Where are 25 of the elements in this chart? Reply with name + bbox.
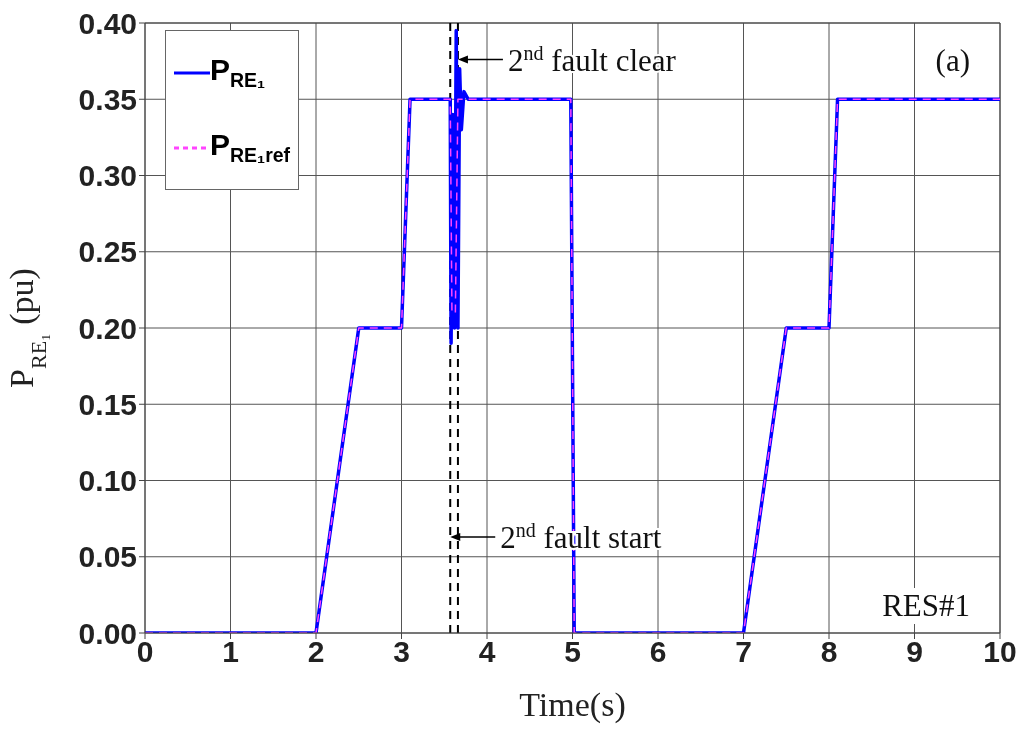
x-tick-label: 2 <box>307 635 325 669</box>
x-tick-label: 3 <box>393 635 410 669</box>
y-tick-label: 0.35 <box>78 82 137 116</box>
x-tick-label: 4 <box>478 635 496 669</box>
y-tick-label: 0.00 <box>78 616 137 650</box>
x-tick-label: 0 <box>136 635 154 669</box>
x-tick-label: 7 <box>735 635 752 669</box>
annotation: (a) <box>932 43 973 79</box>
annotation: RES#1 <box>879 588 973 624</box>
y-tick-label: 0.15 <box>78 387 137 421</box>
y-tick-label: 0.40 <box>78 6 137 40</box>
y-tick-label: 0.20 <box>78 311 137 345</box>
y-tick-label: 0.25 <box>78 235 137 269</box>
x-tick-label: 1 <box>222 635 239 669</box>
x-axis-title: Time(s) <box>519 686 626 724</box>
legend-label: P$_{RE₁ref}$ <box>210 128 291 167</box>
x-tick-label: 10 <box>983 635 1017 669</box>
legend-label: P$_{RE₁}$ <box>210 53 266 92</box>
x-tick-label: 6 <box>649 635 667 669</box>
x-tick-label: 9 <box>906 635 923 669</box>
y-tick-label: 0.30 <box>78 159 137 193</box>
x-tick-label: 5 <box>564 635 581 669</box>
y-tick-label: 0.05 <box>78 540 137 574</box>
x-tick-label: 8 <box>820 635 838 669</box>
y-tick-label: 0.10 <box>78 464 137 498</box>
